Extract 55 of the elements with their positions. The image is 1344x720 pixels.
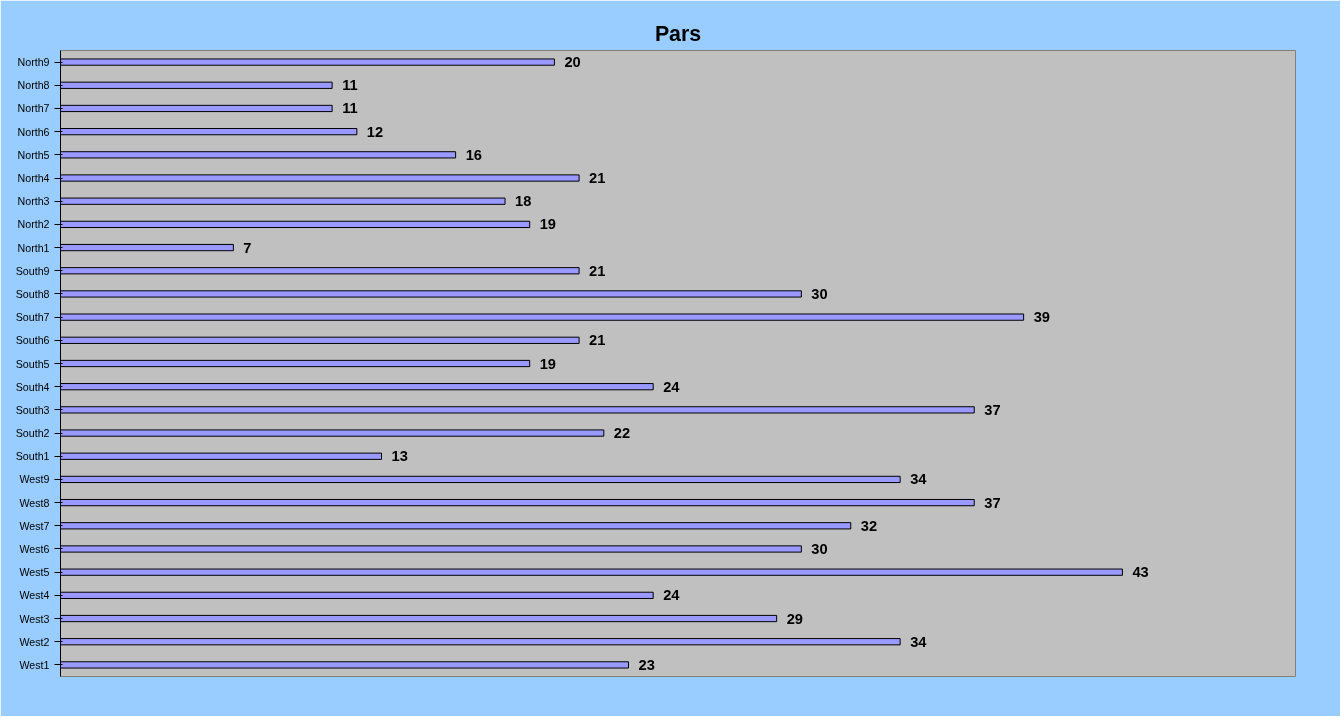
y-tick-label: North6	[17, 125, 50, 138]
data-label: 11	[342, 100, 358, 117]
y-tick-label: West5	[19, 566, 50, 579]
data-label: 32	[860, 517, 878, 534]
y-tick-label: North3	[17, 195, 50, 208]
data-label: 30	[811, 285, 828, 302]
y-tick-label: South1	[15, 450, 50, 463]
y-tick-label: South2	[15, 427, 50, 440]
data-label: 19	[539, 355, 557, 372]
y-tick-label: West4	[19, 589, 50, 602]
y-tick-label: South3	[15, 403, 50, 416]
y-tick-label: West3	[19, 612, 50, 625]
data-label: 37	[984, 401, 1001, 418]
data-label: 20	[564, 54, 581, 71]
y-tick-label: North9	[17, 56, 50, 69]
data-label: 13	[391, 448, 408, 465]
y-tick-label: West7	[19, 519, 50, 532]
y-tick-label: South8	[15, 287, 50, 300]
data-label: 37	[984, 494, 1001, 511]
data-label: 12	[366, 123, 384, 140]
y-tick-label: West6	[19, 542, 50, 555]
data-label: 24	[663, 587, 681, 604]
y-tick-label: South4	[15, 380, 50, 393]
y-tick-label: North4	[17, 172, 50, 185]
y-tick-label: West1	[19, 658, 50, 671]
data-label: 7	[243, 239, 252, 256]
y-tick-label: South7	[15, 311, 50, 324]
y-tick-label: North8	[17, 79, 50, 92]
y-tick-label: South9	[15, 264, 50, 277]
y-tick-label: West2	[19, 635, 50, 648]
data-label: 18	[515, 193, 532, 210]
data-label: 43	[1132, 564, 1149, 581]
data-label: 16	[465, 146, 482, 163]
data-label: 30	[811, 540, 828, 557]
y-tick-label: West9	[19, 473, 50, 486]
data-label: 34	[910, 633, 928, 650]
data-label: 39	[1033, 309, 1050, 326]
y-tick-label: South5	[15, 357, 50, 370]
y-tick-label: North7	[17, 102, 50, 115]
y-tick-label: North2	[17, 218, 50, 231]
data-label: 22	[613, 425, 631, 442]
data-label: 19	[539, 216, 557, 233]
data-label: 11	[342, 77, 358, 94]
data-label: 21	[589, 332, 606, 349]
data-label: 21	[589, 262, 606, 279]
y-tick-label: North1	[17, 241, 50, 254]
chart-title: Pars	[654, 21, 702, 46]
data-label: 29	[786, 610, 803, 627]
y-tick-label: West8	[19, 496, 50, 509]
data-label: 24	[663, 378, 681, 395]
data-label: 21	[589, 170, 606, 187]
y-tick-label: South6	[15, 334, 50, 347]
data-label: 23	[638, 656, 655, 673]
data-label: 34	[910, 471, 928, 488]
y-tick-label: North5	[17, 148, 50, 161]
